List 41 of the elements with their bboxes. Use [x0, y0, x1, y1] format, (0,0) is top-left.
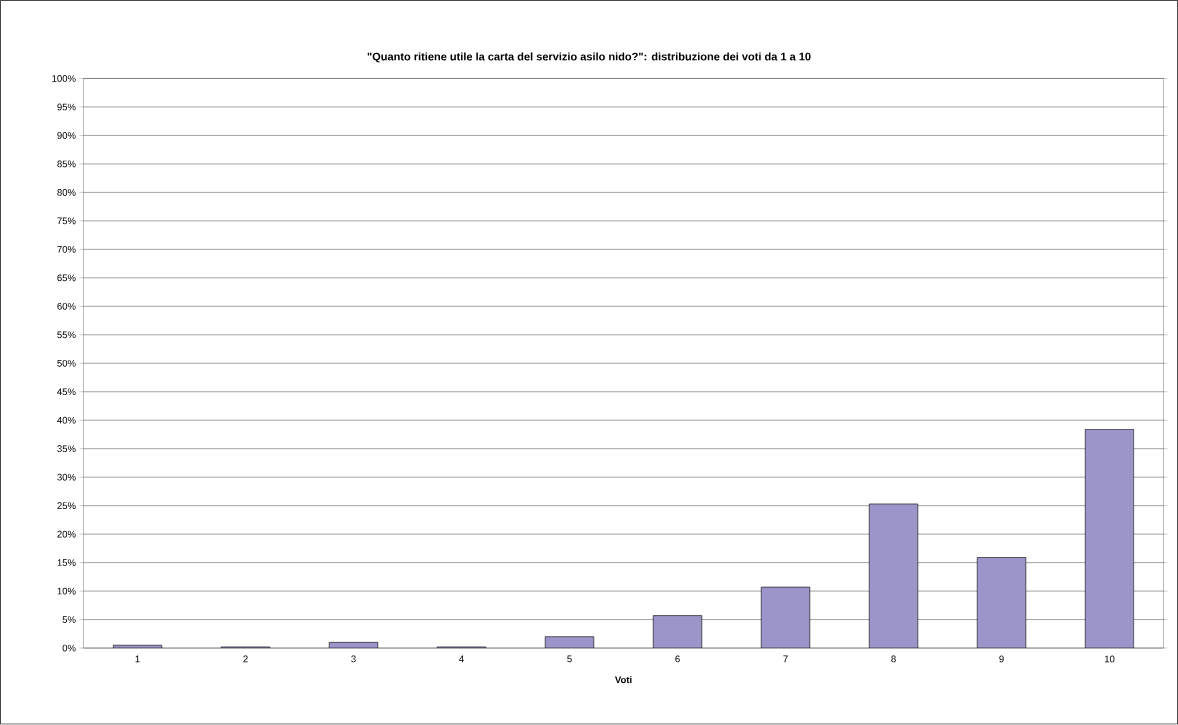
- x-tick-label: 9: [999, 655, 1004, 663]
- bar: [652, 615, 703, 649]
- y-tick-label: 55%: [57, 331, 76, 339]
- x-tick-label: 2: [243, 655, 248, 663]
- x-tick-label: 4: [459, 655, 464, 663]
- y-tick-label: 30%: [57, 474, 76, 481]
- y-tick-label: 0%: [62, 644, 76, 652]
- x-tick-label: 3: [351, 655, 356, 663]
- bar: [868, 503, 919, 649]
- bar: [760, 587, 811, 649]
- x-tick-label: 8: [891, 655, 896, 663]
- y-tick-label: 35%: [57, 445, 76, 453]
- y-tick-label: 90%: [57, 132, 76, 140]
- x-tick-label: 6: [675, 655, 680, 663]
- bar: [544, 636, 595, 649]
- bar: [1084, 429, 1135, 649]
- y-tick-label: 95%: [57, 103, 76, 111]
- y-tick-label: 10%: [57, 587, 76, 595]
- y-tick-label: 60%: [57, 303, 76, 310]
- y-tick-label: 100%: [52, 75, 76, 83]
- y-tick-label: 40%: [57, 417, 76, 424]
- y-tick-label: 65%: [57, 274, 76, 282]
- y-tick-label: 70%: [57, 246, 76, 253]
- x-tick-label: 7: [783, 655, 788, 663]
- bar: [328, 642, 379, 649]
- bar: [976, 557, 1027, 649]
- y-tick-label: 5%: [62, 616, 76, 624]
- chart-title: "Quanto ritiene utile la carta del servizio asilo nido?": distribuzione dei voti da 1 a 10: [367, 52, 811, 63]
- bar: [112, 645, 163, 649]
- y-tick-label: 20%: [57, 531, 76, 538]
- y-tick-label: 50%: [57, 360, 76, 367]
- y-tick-label: 85%: [57, 160, 76, 168]
- x-axis-title: Voti: [614, 676, 632, 684]
- x-tick-label: 5: [567, 655, 572, 663]
- x-tick-label: 10: [1104, 655, 1115, 663]
- y-tick-label: 80%: [57, 189, 76, 196]
- y-tick-label: 75%: [57, 217, 76, 225]
- y-tick-label: 25%: [57, 502, 76, 510]
- y-tick-label: 45%: [57, 388, 76, 396]
- x-tick-label: 1: [135, 655, 140, 663]
- y-tick-label: 15%: [57, 559, 76, 567]
